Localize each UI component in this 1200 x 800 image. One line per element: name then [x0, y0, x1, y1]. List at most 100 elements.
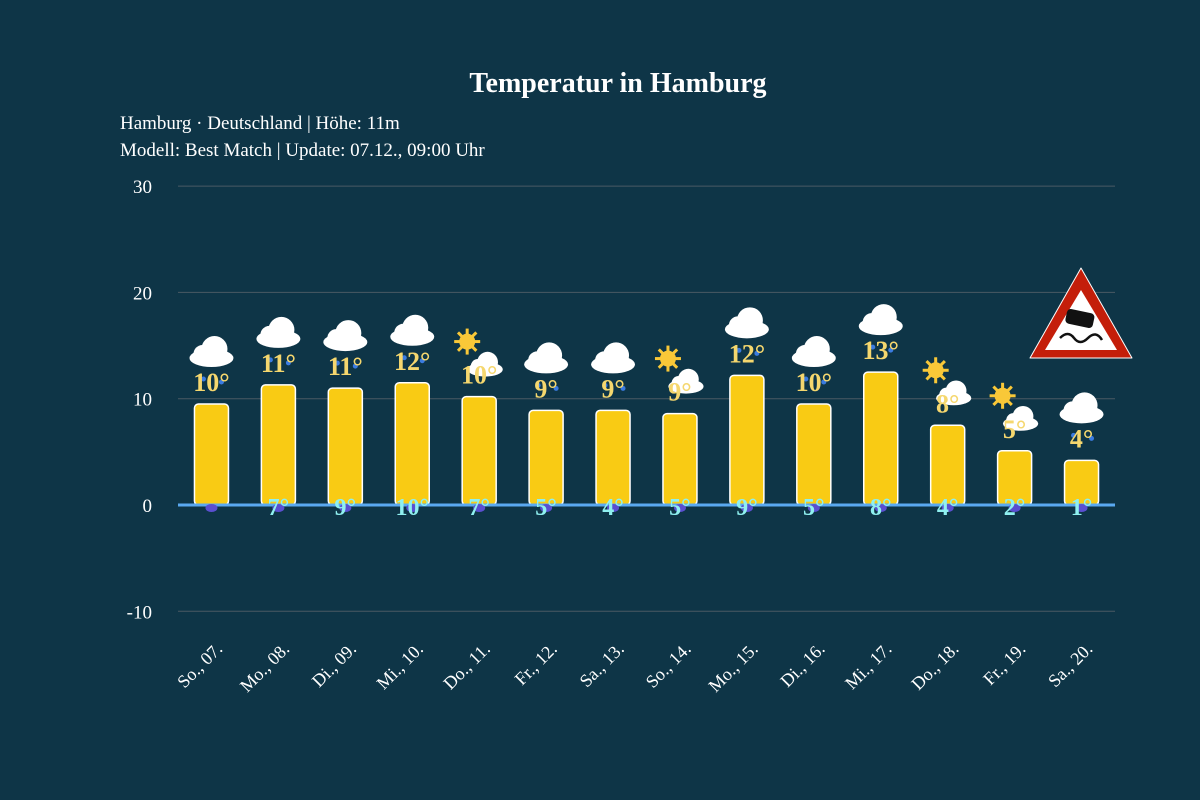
rain-cloud-icon [591, 342, 636, 391]
partly-cloudy-icon [654, 345, 704, 394]
min-marker [1008, 504, 1021, 512]
rain-drop [267, 357, 273, 363]
x-tick-label: Sa., 13. [576, 639, 628, 691]
rain-cloud-icon [524, 342, 569, 391]
x-tick-label: Mo., 08. [236, 639, 293, 696]
bar [796, 403, 832, 506]
rain-cloud-icon [1059, 392, 1104, 441]
rain-drop [334, 360, 340, 366]
max-temp-label: 12° [729, 339, 765, 368]
x-tick-label: So., 14. [642, 639, 695, 692]
y-tick-label: 10 [133, 390, 152, 411]
cloud-part [945, 380, 967, 402]
bar [595, 409, 631, 506]
max-temp-label: 9° [668, 378, 691, 407]
max-temp-label: 10° [461, 361, 497, 390]
skid-marks [1059, 332, 1104, 344]
partly-cloudy-icon [989, 382, 1039, 431]
x-tick-label: Mi., 17. [841, 639, 895, 693]
rain-drop [218, 379, 224, 385]
bar [394, 382, 430, 506]
bar [327, 387, 364, 506]
max-temp-label: 4° [1070, 424, 1093, 453]
bar [528, 409, 564, 506]
chart-title: Temperatur in Hamburg [469, 68, 767, 99]
bar [662, 412, 698, 506]
rain-drop [1071, 432, 1077, 438]
x-tick-label: Mi., 10. [373, 639, 427, 693]
min-temp-label: 7° [268, 495, 290, 521]
sun-core [459, 333, 476, 350]
rain-cloud-icon [323, 320, 368, 369]
rain-drop [535, 382, 541, 388]
min-marker [941, 504, 954, 512]
x-tick-label: Fr., 19. [979, 639, 1029, 689]
rain-drop [736, 347, 742, 353]
cloud-part [736, 307, 763, 334]
min-marker [272, 504, 285, 512]
bar [260, 384, 297, 506]
rain-drop [1089, 435, 1095, 441]
bar [193, 403, 230, 506]
min-temp-label: 8° [870, 495, 892, 521]
rain-drop [419, 358, 425, 364]
min-temp-label: 10° [395, 495, 429, 521]
sun-core [659, 350, 676, 367]
min-marker [473, 504, 486, 512]
max-temp-label: 8° [936, 389, 959, 418]
max-temp-label: 10° [796, 368, 832, 397]
x-tick-label: Sa., 20. [1044, 639, 1096, 691]
max-temp-label: 5° [1003, 415, 1026, 444]
partly-cloudy-icon [454, 328, 503, 377]
x-tick-label: Di., 16. [776, 639, 828, 691]
x-tick-label: So., 07. [173, 639, 226, 692]
rain-cloud-icon [390, 314, 435, 364]
rain-cloud-icon [256, 316, 301, 366]
cloud-part [1071, 392, 1098, 419]
rain-drop [285, 360, 291, 366]
y-tick-label: 30 [133, 177, 152, 198]
min-temp-label: 7° [468, 495, 490, 521]
rain-drop [401, 355, 407, 361]
min-marker [540, 504, 553, 512]
cloud-part [201, 336, 228, 363]
rain-drop [352, 363, 358, 369]
rain-cloud-icon [791, 336, 836, 385]
min-marker [874, 504, 887, 512]
slippery-road-warning-icon [1029, 267, 1133, 359]
rain-drop [821, 379, 827, 385]
car-shape [1065, 308, 1095, 328]
rain-drop [553, 385, 559, 391]
cloud-part [603, 342, 630, 369]
max-temp-label: 11° [261, 349, 296, 378]
min-temp-label: 4° [602, 495, 624, 521]
x-tick-label: Di., 09. [308, 639, 360, 691]
min-temp-label: 4° [937, 495, 959, 521]
rain-drop [754, 350, 760, 356]
cloud-part [870, 304, 897, 331]
chart-subtitle-location: Hamburg · Deutschland | Höhe: 11m [120, 113, 400, 134]
rain-cloud-icon [724, 307, 769, 356]
max-temp-label: 9° [534, 374, 557, 403]
min-temp-label: 5° [803, 495, 825, 521]
x-tick-label: Fr., 12. [511, 639, 561, 689]
y-tick-label: 0 [143, 496, 153, 517]
bar [729, 374, 765, 506]
rain-drop [870, 344, 876, 350]
x-tick-label: Do., 18. [907, 639, 962, 694]
min-marker [205, 504, 218, 512]
min-temp-label: 1° [1071, 495, 1093, 521]
min-temp-label: 5° [669, 495, 691, 521]
cloud-part [1012, 405, 1034, 427]
cloud-part [803, 336, 830, 363]
rain-cloud-icon [189, 336, 234, 385]
partly-cloudy-icon [922, 357, 972, 406]
rain-cloud-icon [858, 304, 903, 353]
max-temp-label: 13° [863, 336, 899, 365]
rain-drop [200, 376, 206, 382]
max-temp-label: 11° [328, 352, 363, 381]
bar [863, 371, 899, 506]
min-marker [339, 504, 352, 512]
max-temp-label: 12° [394, 347, 430, 376]
cloud-part [335, 320, 362, 347]
